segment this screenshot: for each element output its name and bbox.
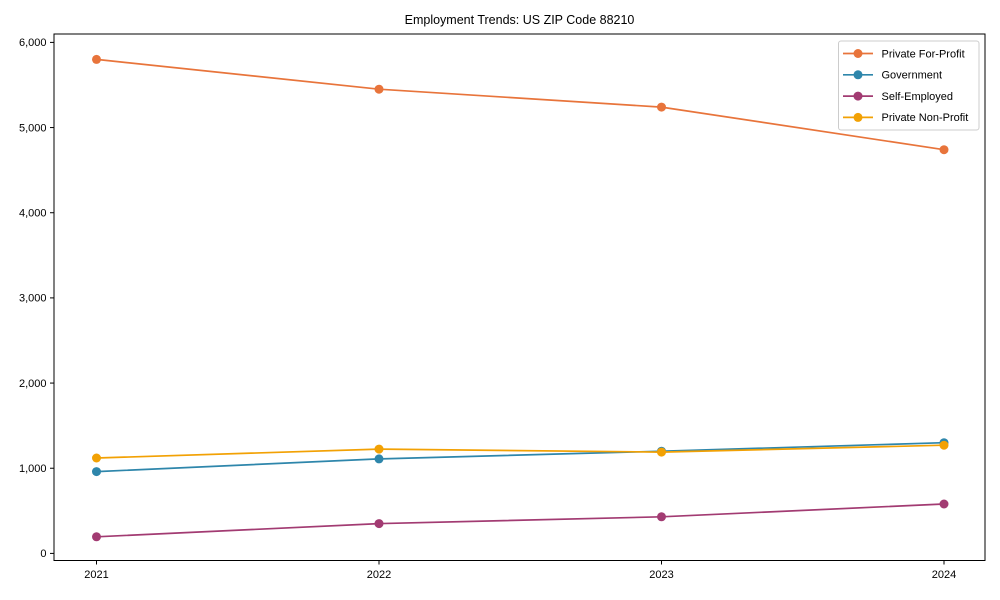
legend-box: [838, 40, 980, 131]
legend: Private For-Profit Government Self-Employe…: [838, 40, 980, 131]
y-axis-tick-label: 2,000: [19, 378, 47, 390]
legend-item-self-employed: Self-Employed: [843, 91, 953, 103]
data-point-marker-self-employed: [657, 512, 666, 522]
x-axis-tick-label: 2021: [84, 569, 108, 581]
x-axis-tick-label: 2024: [932, 569, 956, 581]
legend-label: Government: [882, 70, 943, 82]
data-point-marker-self-employed: [939, 499, 949, 509]
chart-title: Employment Trends: US ZIP Code 88210: [404, 13, 635, 27]
legend-marker: [853, 91, 863, 101]
data-point-marker-government: [92, 467, 101, 477]
series-line-self-employed: [96, 503, 945, 538]
y-axis-tick-label: 4,000: [19, 208, 47, 220]
data-point-marker-private-for-profit: [939, 145, 949, 155]
legend-label: Private Non-Profit: [882, 112, 969, 124]
legend-marker: [853, 70, 863, 80]
y-axis-tick-label: 0: [40, 548, 46, 560]
series-line-private-non-profit: [96, 444, 945, 459]
data-point-marker-self-employed: [92, 532, 101, 542]
legend-item-private-non-profit: Private Non-Profit: [843, 112, 968, 124]
y-axis-tick-label: 5,000: [19, 122, 47, 134]
x-axis-tick-label: 2022: [367, 569, 391, 581]
legend-item-private-for-profit: Private For-Profit: [843, 48, 965, 60]
data-point-marker-private-non-profit: [939, 440, 949, 450]
y-axis-tick-label: 6,000: [19, 37, 47, 49]
legend-marker: [853, 112, 863, 122]
data-point-marker-government: [374, 454, 384, 464]
series-line-private-for-profit: [96, 58, 945, 151]
data-point-marker-private-for-profit: [657, 102, 666, 112]
legend-label: Private For-Profit: [882, 48, 965, 60]
data-point-marker-private-non-profit: [92, 453, 101, 463]
legend-item-government: Government: [843, 70, 942, 82]
y-axis-tick-label: 1,000: [19, 463, 47, 475]
plot-border: [53, 33, 986, 561]
data-point-marker-private-non-profit: [374, 444, 384, 454]
data-point-marker-private-for-profit: [92, 54, 101, 64]
data-point-marker-private-for-profit: [374, 84, 384, 94]
y-axis-tick-label: 3,000: [19, 293, 47, 305]
legend-marker: [853, 49, 863, 58]
x-axis-tick-label: 2023: [649, 569, 673, 581]
data-point-marker-self-employed: [374, 519, 384, 529]
legend-label: Self-Employed: [882, 91, 954, 103]
series-line-government: [96, 441, 945, 473]
data-point-marker-private-non-profit: [657, 447, 666, 457]
